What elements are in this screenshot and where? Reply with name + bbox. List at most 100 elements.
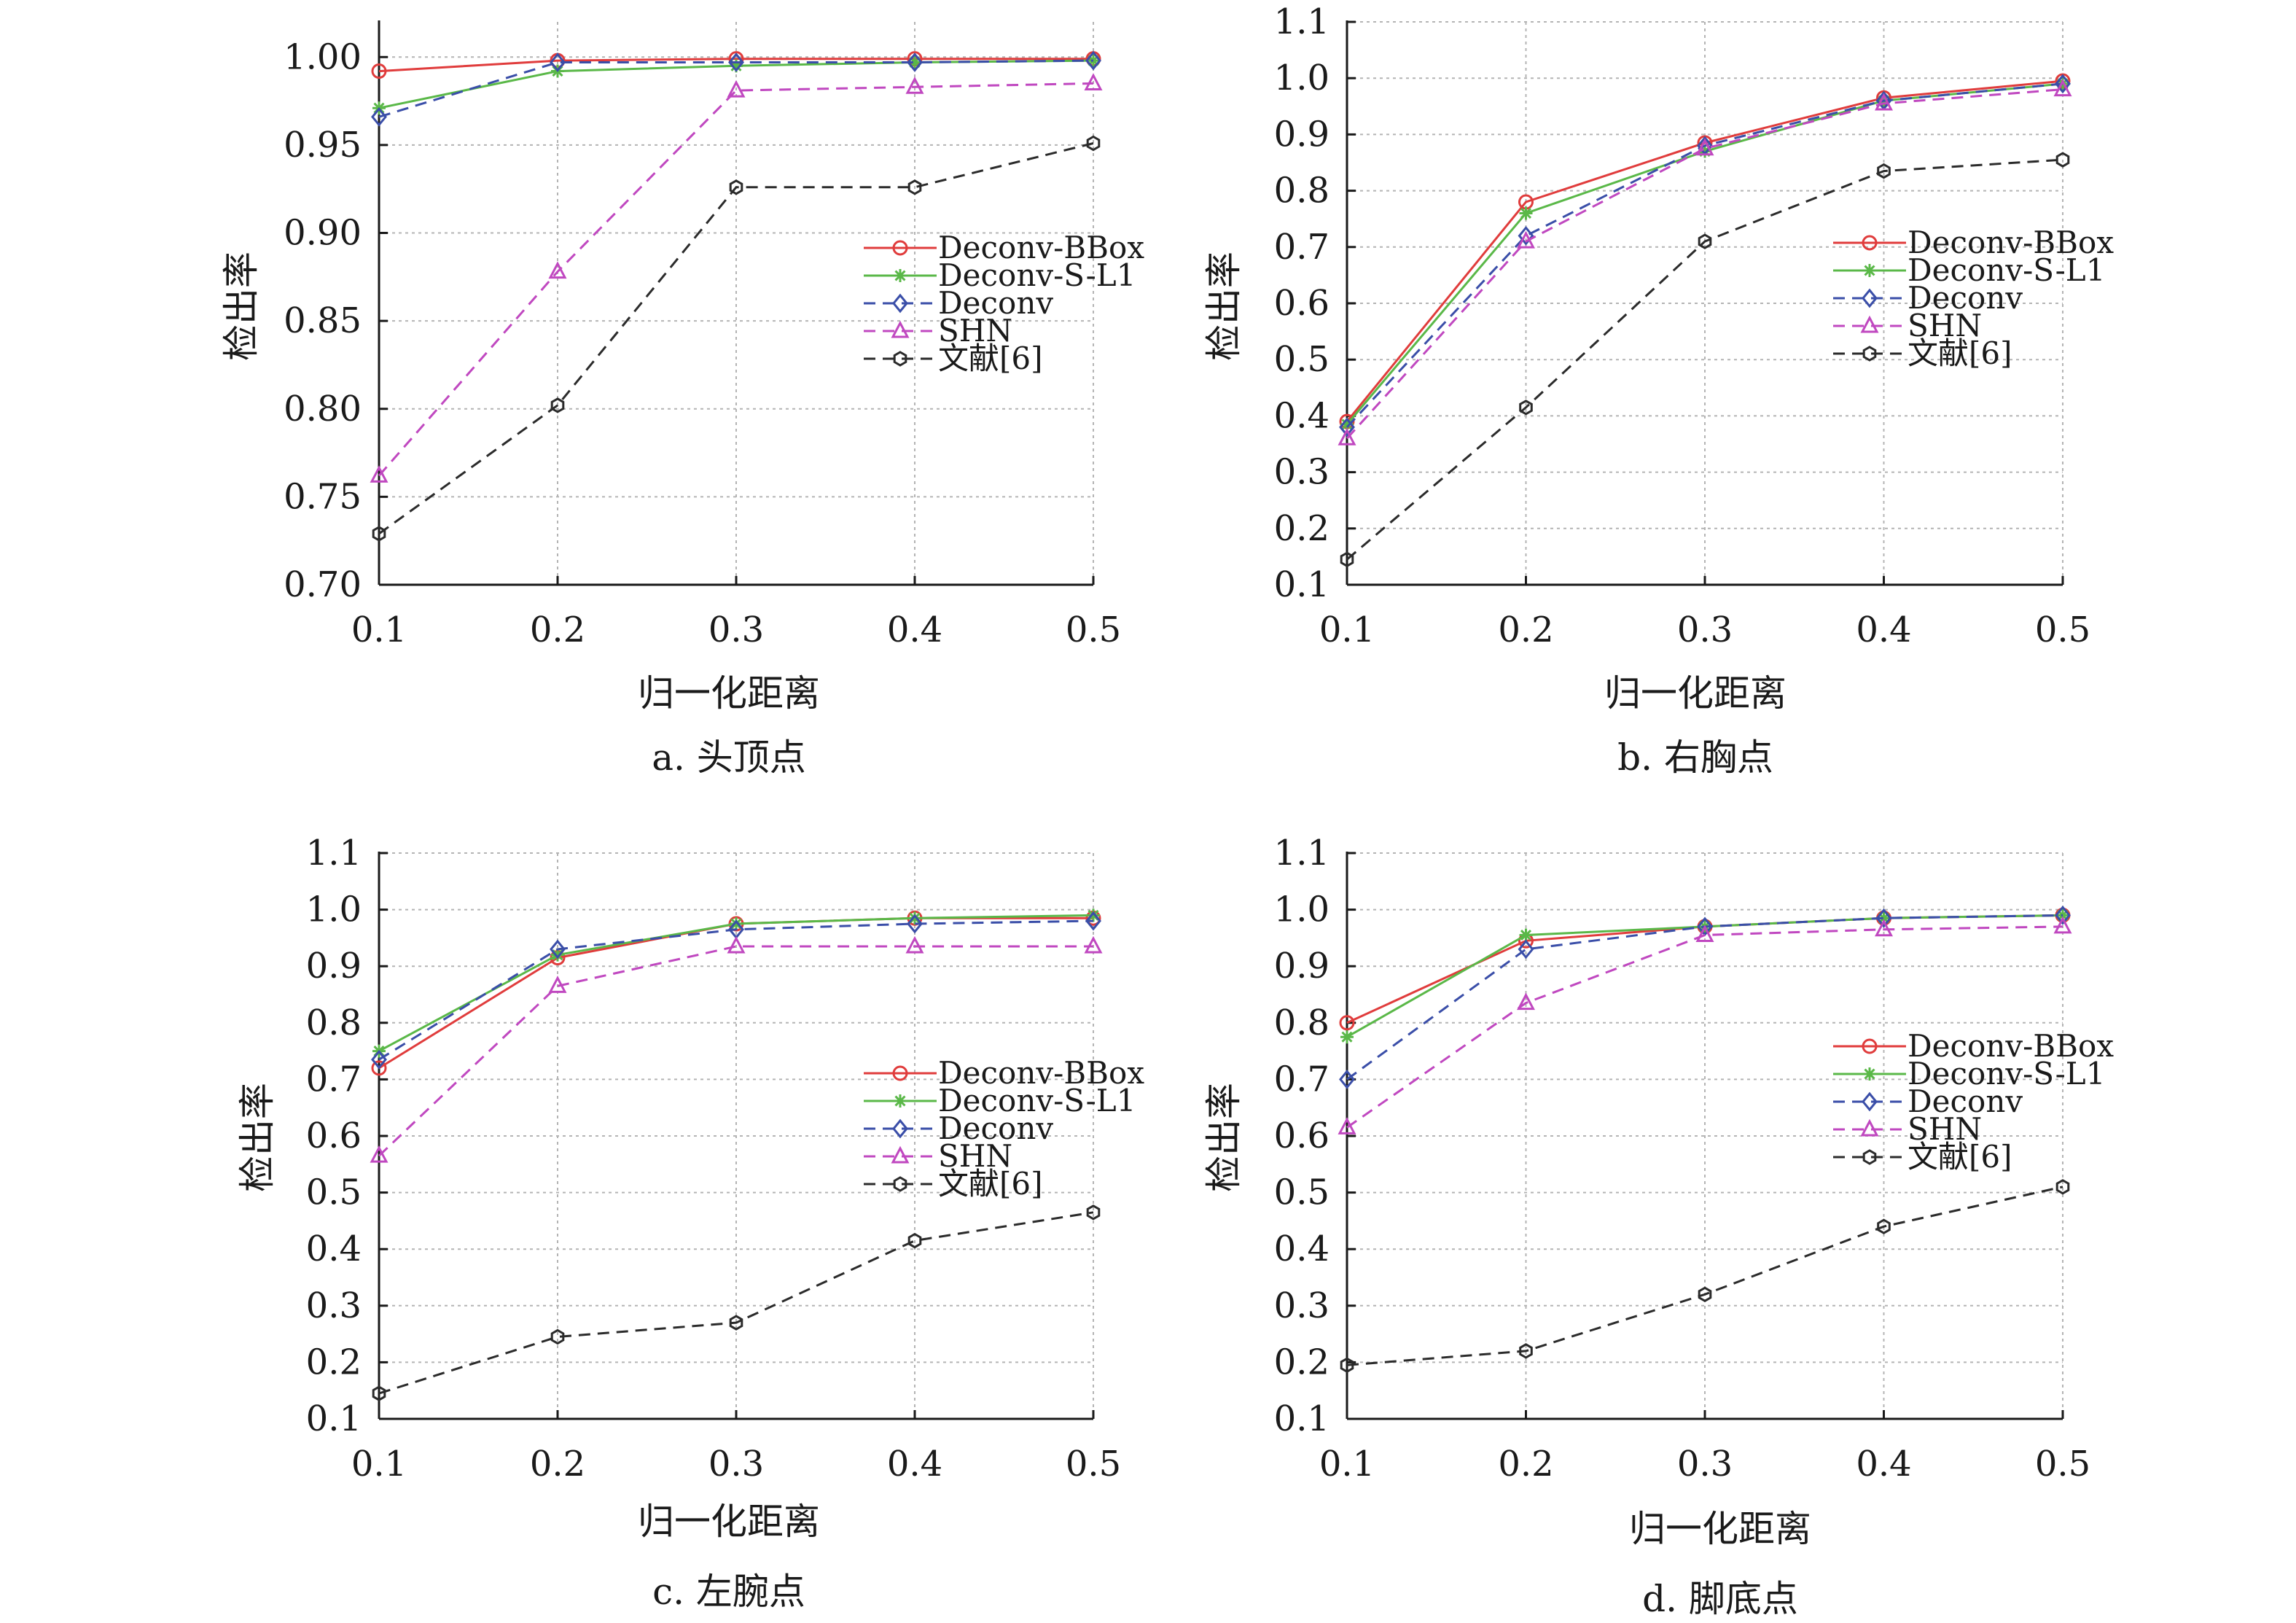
y-tick-label: 1.0	[1274, 58, 1329, 98]
y-tick-label: 1.1	[1274, 1, 1329, 42]
series-SHN	[370, 73, 1103, 483]
legend-label: Deconv	[938, 1110, 1053, 1146]
legend-label: Deconv-BBox	[938, 1055, 1144, 1091]
data-point	[1087, 908, 1100, 922]
panel-c-caption: c. 左腕点	[652, 1571, 805, 1613]
series-文献[6]	[1340, 152, 2070, 568]
data-point	[727, 935, 746, 954]
data-point	[550, 1328, 565, 1345]
data-point	[370, 465, 388, 483]
legend-label: SHN	[1908, 1111, 1982, 1147]
series-line	[1346, 1186, 2063, 1366]
legend-marker	[1862, 288, 1878, 308]
y-tick-label: 0.7	[306, 1059, 362, 1099]
legend-label: Deconv-S-L1	[938, 1083, 1136, 1118]
data-point	[728, 52, 744, 72]
y-tick-label: 0.5	[306, 1172, 362, 1213]
panel-b-xlabel: 归一化距离	[1604, 672, 1787, 715]
data-point	[1519, 400, 1533, 416]
series-line	[378, 58, 1093, 73]
data-point	[550, 939, 566, 960]
y-tick-label: 0.9	[306, 946, 362, 986]
y-tick-label: 0.85	[284, 300, 362, 341]
y-tick-label: 1.0	[306, 890, 362, 930]
data-point	[908, 911, 921, 925]
data-point	[370, 1145, 388, 1163]
data-point	[730, 59, 743, 73]
data-point	[1519, 928, 1533, 942]
panel-b-plot: 0.1 0.2 0.3 0.4 0.5 0.1 0.2 0.3 0.4 0.5 0.6 0.7 0.8 0…	[1274, 1, 2115, 650]
data-point	[1087, 54, 1100, 68]
panel-d-caption: d. 脚底点	[1642, 1578, 1798, 1620]
data-point	[1340, 1030, 1354, 1044]
data-point	[1338, 1117, 1356, 1134]
y-tick-label: 0.2	[306, 1342, 362, 1382]
data-point	[1086, 135, 1101, 152]
series-line	[1346, 88, 2063, 440]
data-point	[1085, 911, 1101, 931]
data-point	[1875, 908, 1892, 928]
legend-label: Deconv-S-L1	[938, 257, 1136, 293]
data-point	[550, 397, 565, 413]
legend-label: 文献[6]	[1908, 335, 2012, 371]
y-tick-label: 0.90	[284, 213, 362, 254]
series-line	[1346, 79, 2063, 423]
series-文献[6]	[1340, 1179, 2070, 1374]
data-point	[727, 79, 746, 98]
legend-marker	[1860, 315, 1879, 333]
y-tick-label: 0.4	[306, 1229, 362, 1269]
legend-marker	[891, 320, 910, 338]
x-tick-label: 0.2	[530, 610, 585, 650]
data-point	[371, 1049, 387, 1070]
y-tick-label: 0.8	[306, 1003, 362, 1043]
panel-d-xlabel: 归一化距离	[1629, 1508, 1811, 1550]
data-point	[371, 1060, 387, 1076]
y-tick-label: 0.5	[1274, 339, 1329, 380]
y-tick-label: 0.6	[1274, 283, 1329, 324]
panel-c-plot: 0.1 0.2 0.3 0.4 0.5 0.1 0.2 0.3 0.4 0.5 0.6 0.7 0.8 0…	[306, 833, 1145, 1484]
y-tick-label: 0.6	[306, 1116, 362, 1156]
data-point	[1338, 428, 1356, 445]
y-tick-label: 0.6	[1274, 1116, 1329, 1156]
x-tick-label: 0.5	[1066, 1444, 1121, 1484]
series-文献[6]	[372, 135, 1101, 542]
y-tick-label: 0.8	[1274, 171, 1329, 211]
data-point	[1340, 551, 1354, 568]
data-point	[1698, 1286, 1712, 1303]
x-tick-label: 0.1	[351, 1444, 407, 1484]
x-tick-label: 0.4	[887, 610, 942, 650]
series-line	[378, 919, 1094, 1061]
panel-a: a. 头顶点 归一化距离 检出率 0.1 0.2 0.3 0.4 0.5 0.70 0.75…	[220, 20, 1144, 779]
legend-label: Deconv	[938, 285, 1053, 321]
data-point	[2055, 152, 2070, 168]
data-point	[1084, 73, 1103, 90]
legend-marker	[1862, 346, 1877, 362]
y-tick-label: 0.5	[1274, 1172, 1329, 1213]
y-tick-label: 0.3	[1274, 1285, 1329, 1326]
data-point	[905, 935, 924, 954]
y-tick-label: 1.00	[284, 36, 362, 77]
series-文献[6]	[372, 1204, 1101, 1401]
data-point	[2056, 908, 2069, 922]
data-point	[548, 261, 567, 279]
legend-marker	[892, 240, 908, 256]
y-tick-label: 0.3	[1274, 452, 1329, 493]
data-point	[1339, 1015, 1355, 1031]
x-tick-label: 0.1	[351, 610, 407, 650]
y-tick-label: 0.95	[284, 125, 362, 166]
legend-label: 文献[6]	[938, 1166, 1043, 1202]
y-tick-label: 1.1	[1274, 833, 1329, 873]
x-tick-label: 0.5	[1066, 610, 1121, 650]
data-point	[1877, 911, 1891, 925]
legend-marker	[892, 293, 908, 314]
x-tick-label: 0.4	[887, 1444, 942, 1484]
y-tick-label: 0.7	[1274, 227, 1329, 268]
legend-label: Deconv-S-L1	[1908, 252, 2105, 288]
data-point	[729, 1315, 743, 1331]
x-tick-label: 0.2	[1498, 1444, 1553, 1484]
panel-c: c. 左腕点 归一化距离 检出率 0.1 0.2 0.3 0.4 0.50.10.20.…	[236, 833, 1144, 1613]
legend-marker	[894, 1094, 907, 1108]
x-tick-label: 0.3	[1677, 610, 1733, 650]
